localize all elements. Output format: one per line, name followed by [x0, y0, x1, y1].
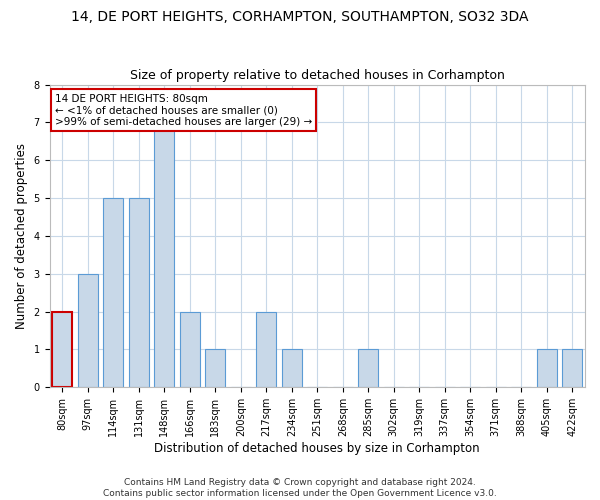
- Bar: [358, 350, 379, 388]
- Text: 14, DE PORT HEIGHTS, CORHAMPTON, SOUTHAMPTON, SO32 3DA: 14, DE PORT HEIGHTS, CORHAMPTON, SOUTHAM…: [71, 10, 529, 24]
- X-axis label: Distribution of detached houses by size in Corhampton: Distribution of detached houses by size …: [154, 442, 480, 455]
- Bar: [77, 274, 98, 388]
- Bar: [562, 350, 583, 388]
- Bar: [205, 350, 226, 388]
- Text: Contains HM Land Registry data © Crown copyright and database right 2024.
Contai: Contains HM Land Registry data © Crown c…: [103, 478, 497, 498]
- Text: 14 DE PORT HEIGHTS: 80sqm
← <1% of detached houses are smaller (0)
>99% of semi-: 14 DE PORT HEIGHTS: 80sqm ← <1% of detac…: [55, 94, 312, 127]
- Bar: [536, 350, 557, 388]
- Bar: [128, 198, 149, 388]
- Bar: [179, 312, 200, 388]
- Title: Size of property relative to detached houses in Corhampton: Size of property relative to detached ho…: [130, 69, 505, 82]
- Bar: [154, 122, 175, 388]
- Bar: [103, 198, 124, 388]
- Bar: [52, 312, 73, 388]
- Bar: [256, 312, 277, 388]
- Y-axis label: Number of detached properties: Number of detached properties: [15, 143, 28, 329]
- Bar: [281, 350, 302, 388]
